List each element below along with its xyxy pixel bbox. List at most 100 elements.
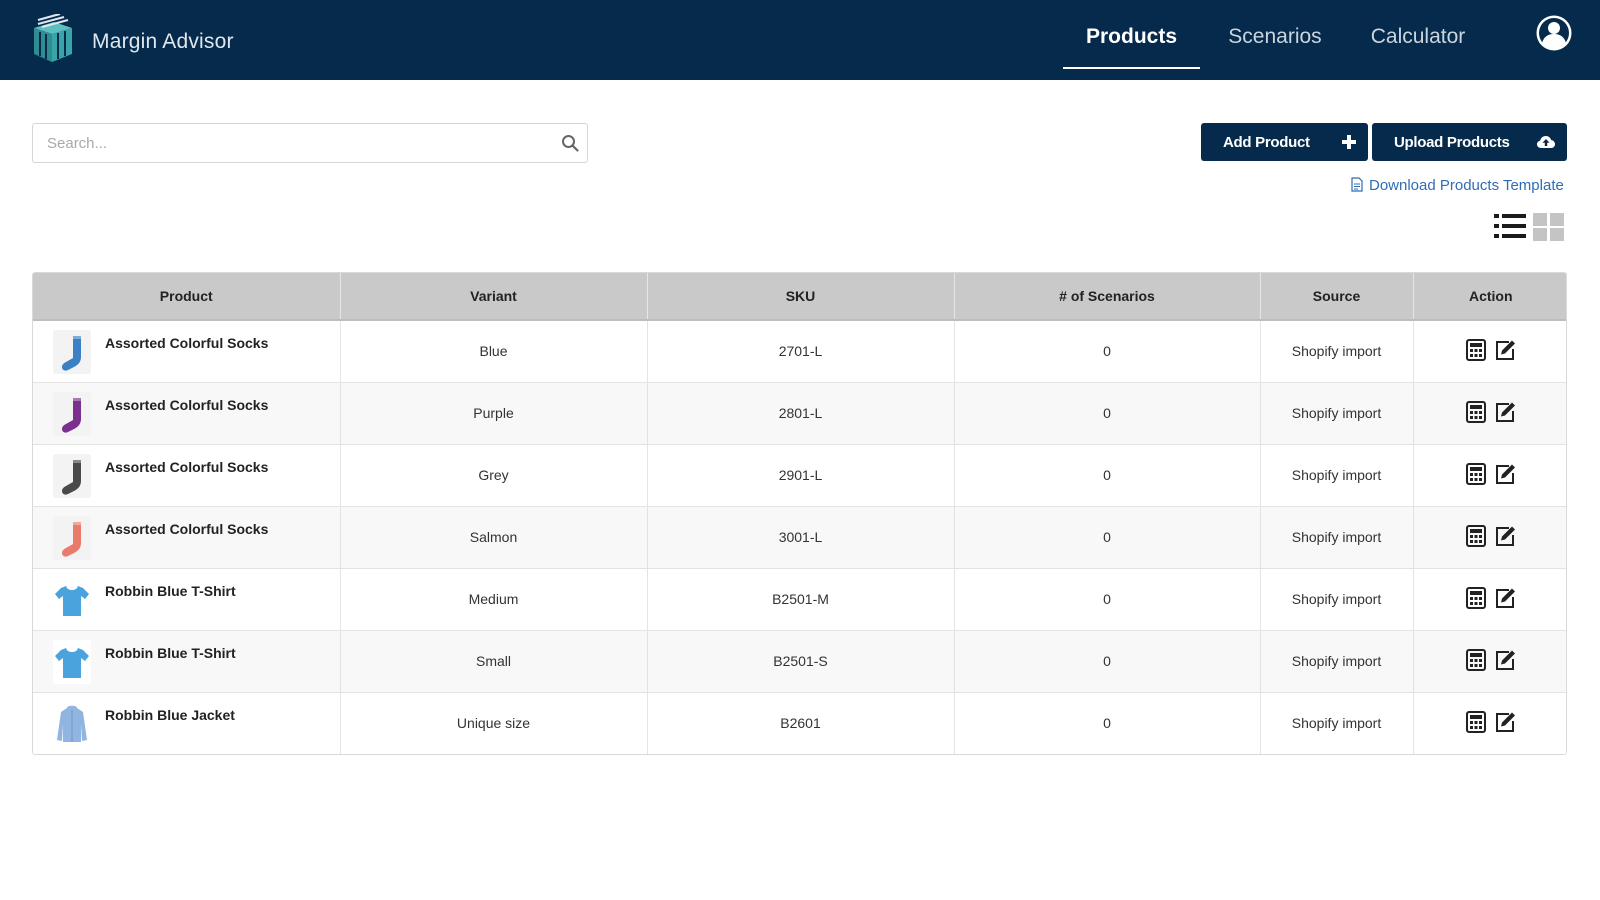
scenarios-count-cell: 0 bbox=[954, 568, 1261, 631]
product-cell: Robbin Blue T-Shirt bbox=[33, 630, 341, 693]
edit-icon[interactable] bbox=[1494, 339, 1516, 361]
edit-icon[interactable] bbox=[1494, 525, 1516, 547]
product-cell: Robbin Blue Jacket bbox=[33, 692, 341, 754]
download-template-link[interactable]: Download Products Template bbox=[1351, 177, 1564, 194]
scenarios-count-cell: 0 bbox=[954, 444, 1261, 507]
column-header-action: Action bbox=[1413, 273, 1566, 321]
tshirt-icon bbox=[53, 577, 91, 622]
action-cell bbox=[1413, 506, 1566, 569]
variant-cell: Small bbox=[340, 630, 648, 693]
tab-calculator-label: Calculator bbox=[1370, 25, 1466, 48]
tab-scenarios-label: Scenarios bbox=[1228, 25, 1322, 48]
sock-icon bbox=[53, 453, 91, 498]
product-name[interactable]: Robbin Blue Jacket bbox=[105, 706, 235, 723]
table-row: Robbin Blue T-Shirt Small B2501-S 0 Shop… bbox=[33, 630, 1566, 693]
column-header-scenarios[interactable]: # of Scenarios bbox=[954, 273, 1261, 321]
source-cell: Shopify import bbox=[1260, 692, 1414, 754]
calculator-icon[interactable] bbox=[1465, 648, 1487, 671]
scenarios-count-cell: 0 bbox=[954, 692, 1261, 754]
variant-cell: Salmon bbox=[340, 506, 648, 569]
edit-icon[interactable] bbox=[1494, 463, 1516, 485]
calculator-icon[interactable] bbox=[1465, 338, 1487, 361]
product-name[interactable]: Assorted Colorful Socks bbox=[105, 458, 269, 475]
sku-cell: B2501-S bbox=[647, 630, 955, 693]
tab-calculator[interactable]: Calculator bbox=[1362, 25, 1474, 80]
variant-cell: Grey bbox=[340, 444, 648, 507]
variant-cell: Unique size bbox=[340, 692, 648, 754]
calculator-icon[interactable] bbox=[1465, 586, 1487, 609]
jacket-icon bbox=[53, 701, 91, 746]
user-account-icon[interactable] bbox=[1535, 14, 1573, 52]
list-view-icon[interactable] bbox=[1494, 213, 1526, 239]
source-cell: Shopify import bbox=[1260, 382, 1414, 445]
sku-cell: 2801-L bbox=[647, 382, 955, 445]
upload-products-button[interactable]: Upload Products bbox=[1372, 123, 1567, 161]
upload-products-label: Upload Products bbox=[1394, 134, 1510, 151]
calculator-icon[interactable] bbox=[1465, 710, 1487, 733]
table-row: Robbin Blue T-Shirt Medium B2501-M 0 Sho… bbox=[33, 568, 1566, 631]
app-title: Margin Advisor bbox=[92, 30, 234, 53]
product-name[interactable]: Assorted Colorful Socks bbox=[105, 520, 269, 537]
edit-icon[interactable] bbox=[1494, 649, 1516, 671]
sku-cell: 2701-L bbox=[647, 320, 955, 383]
action-cell bbox=[1413, 568, 1566, 631]
source-cell: Shopify import bbox=[1260, 568, 1414, 631]
column-header-variant[interactable]: Variant bbox=[340, 273, 648, 321]
action-cell bbox=[1413, 382, 1566, 445]
edit-icon[interactable] bbox=[1494, 401, 1516, 423]
sku-cell: B2601 bbox=[647, 692, 955, 754]
column-header-source[interactable]: Source bbox=[1260, 273, 1414, 321]
table-header-row: Product Variant SKU # of Scenarios Sourc… bbox=[33, 273, 1566, 321]
top-navigation-bar: Margin Advisor Products Scenarios Calcul… bbox=[0, 0, 1600, 80]
scenarios-count-cell: 0 bbox=[954, 506, 1261, 569]
sku-cell: 3001-L bbox=[647, 506, 955, 569]
add-product-button[interactable]: Add Product bbox=[1201, 123, 1368, 161]
table-row: Assorted Colorful Socks Purple 2801-L 0 … bbox=[33, 382, 1566, 445]
product-name[interactable]: Robbin Blue T-Shirt bbox=[105, 644, 236, 661]
products-table: Product Variant SKU # of Scenarios Sourc… bbox=[32, 272, 1567, 755]
search-input[interactable] bbox=[47, 124, 547, 162]
tab-scenarios[interactable]: Scenarios bbox=[1222, 25, 1328, 80]
scenarios-count-cell: 0 bbox=[954, 320, 1261, 383]
active-tab-underline bbox=[1063, 67, 1200, 69]
grid-view-icon[interactable] bbox=[1533, 213, 1564, 241]
table-row: Assorted Colorful Socks Blue 2701-L 0 Sh… bbox=[33, 320, 1566, 383]
variant-cell: Purple bbox=[340, 382, 648, 445]
sock-icon bbox=[53, 330, 91, 374]
cloud-upload-icon bbox=[1537, 136, 1555, 148]
calculator-icon[interactable] bbox=[1465, 462, 1487, 485]
variant-cell: Medium bbox=[340, 568, 648, 631]
product-cell: Assorted Colorful Socks bbox=[33, 382, 341, 445]
source-cell: Shopify import bbox=[1260, 320, 1414, 383]
product-name[interactable]: Assorted Colorful Socks bbox=[105, 396, 269, 413]
source-cell: Shopify import bbox=[1260, 630, 1414, 693]
calculator-icon[interactable] bbox=[1465, 524, 1487, 547]
table-row: Assorted Colorful Socks Salmon 3001-L 0 … bbox=[33, 506, 1566, 569]
search-icon[interactable] bbox=[561, 134, 579, 152]
tshirt-icon bbox=[53, 639, 91, 684]
product-cell: Assorted Colorful Socks bbox=[33, 506, 341, 569]
document-icon bbox=[1351, 177, 1363, 192]
margin-advisor-logo-icon bbox=[34, 14, 72, 62]
sku-cell: 2901-L bbox=[647, 444, 955, 507]
edit-icon[interactable] bbox=[1494, 587, 1516, 609]
add-product-label: Add Product bbox=[1223, 134, 1310, 151]
source-cell: Shopify import bbox=[1260, 444, 1414, 507]
product-name[interactable]: Robbin Blue T-Shirt bbox=[105, 582, 236, 599]
column-header-product[interactable]: Product bbox=[33, 273, 341, 321]
table-row: Robbin Blue Jacket Unique size B2601 0 S… bbox=[33, 692, 1566, 754]
action-cell bbox=[1413, 320, 1566, 383]
product-cell: Assorted Colorful Socks bbox=[33, 320, 341, 383]
source-cell: Shopify import bbox=[1260, 506, 1414, 569]
tab-products-label: Products bbox=[1085, 25, 1177, 48]
calculator-icon[interactable] bbox=[1465, 400, 1487, 423]
product-name[interactable]: Assorted Colorful Socks bbox=[105, 335, 269, 351]
variant-cell: Blue bbox=[340, 320, 648, 383]
column-header-sku[interactable]: SKU bbox=[647, 273, 955, 321]
download-template-label: Download Products Template bbox=[1369, 177, 1564, 194]
edit-icon[interactable] bbox=[1494, 711, 1516, 733]
product-cell: Assorted Colorful Socks bbox=[33, 444, 341, 507]
tab-products[interactable]: Products bbox=[1063, 25, 1200, 80]
plus-icon bbox=[1342, 135, 1356, 149]
product-cell: Robbin Blue T-Shirt bbox=[33, 568, 341, 631]
